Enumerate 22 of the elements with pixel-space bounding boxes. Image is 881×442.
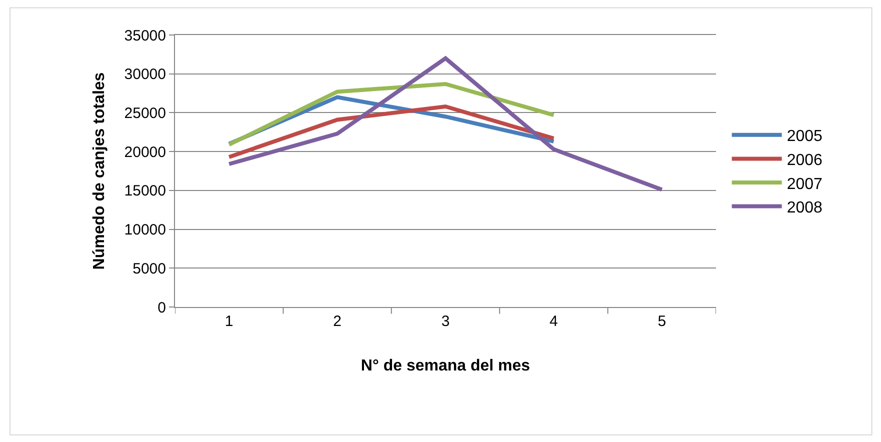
y-tick-label: 5000 [132,260,166,278]
legend-label: 2006 [786,152,823,169]
x-tick-label: 3 [441,313,450,330]
x-tick-label: 1 [224,313,234,330]
line-series [227,56,664,192]
line-series [227,104,556,160]
y-tick-label: 25000 [124,104,166,122]
y-tick-label: 20000 [124,144,166,161]
x-tick-label: 5 [658,313,666,330]
legend-label: 2007 [786,176,823,193]
y-tick-label: 30000 [124,66,166,84]
y-tick-label: 0 [158,299,166,316]
y-tick-label: 15000 [124,182,166,200]
y-axis-title: Númedo de canjes totales [91,72,108,270]
y-tick-label: 35000 [124,27,166,44]
x-axis-title: N° de semana del mes [360,358,530,375]
legend-label: 2005 [786,128,823,146]
x-tick-label: 4 [550,313,558,330]
line-series [227,82,556,147]
y-tick-label: 10000 [124,222,166,239]
x-tick-label: 2 [333,313,342,330]
legend-label: 2008 [786,200,823,217]
